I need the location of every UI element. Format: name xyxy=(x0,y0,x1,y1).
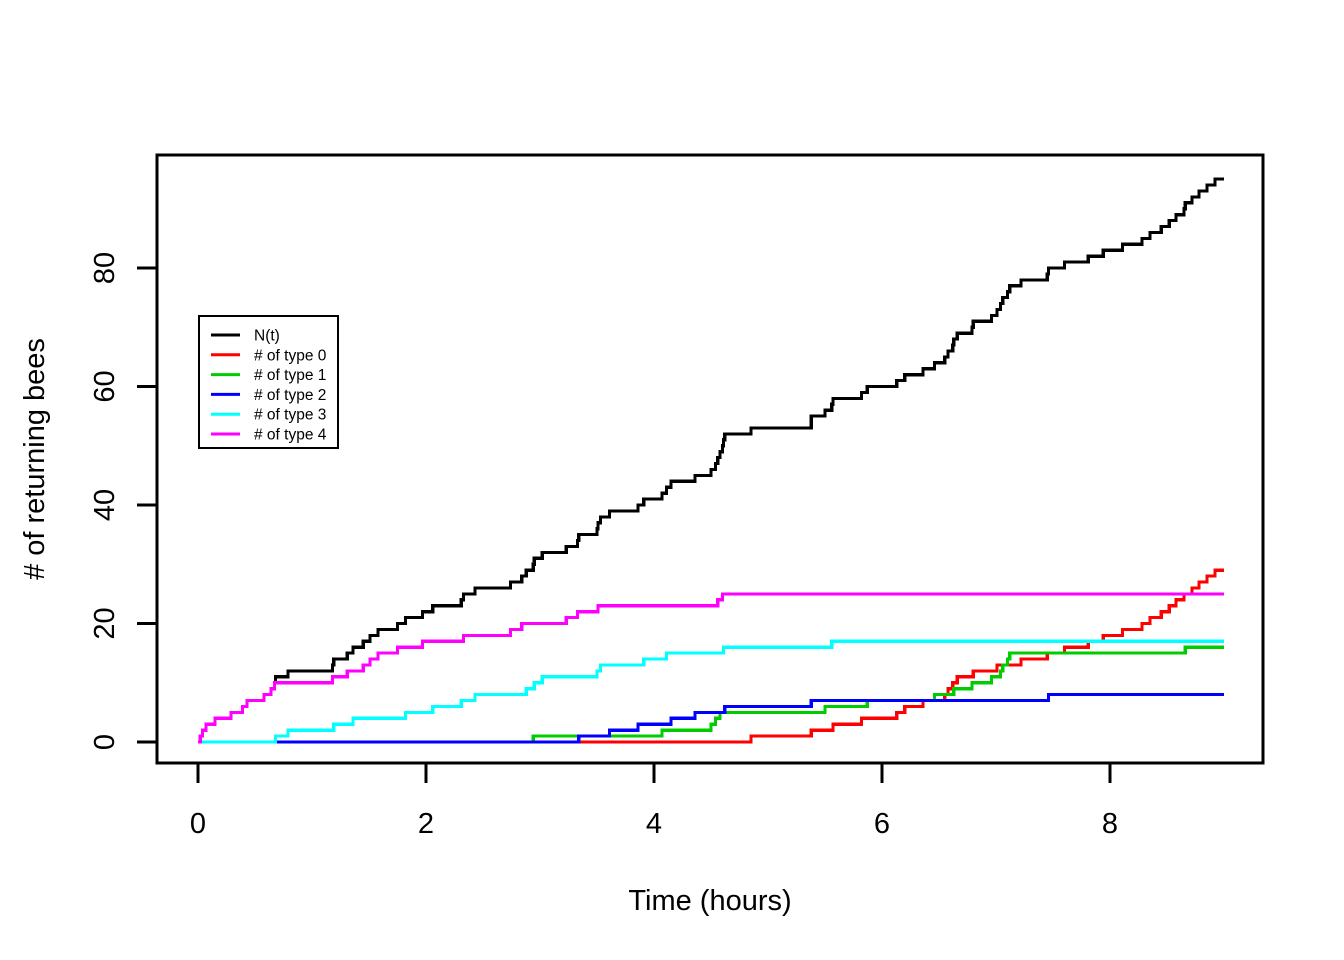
y-axis-title: # of returning bees xyxy=(19,338,51,580)
series-line-4--of-type-3 xyxy=(198,639,1224,744)
x-tick-label: 6 xyxy=(874,808,890,840)
legend-label-0: N(t) xyxy=(254,328,280,345)
x-tick-label: 8 xyxy=(1102,808,1118,840)
y-tick-label: 40 xyxy=(89,489,121,521)
series-line-3--of-type-2 xyxy=(198,693,1224,744)
legend-label-1: # of type 0 xyxy=(254,347,327,364)
y-tick-label: 20 xyxy=(89,607,121,639)
series-line-5--of-type-4 xyxy=(198,592,1224,744)
x-axis-title: Time (hours) xyxy=(628,885,791,917)
series-line-1--of-type-0 xyxy=(198,568,1224,744)
x-axis: 0 2 4 6 8 xyxy=(190,763,1118,840)
x-tick-label: 4 xyxy=(646,808,662,840)
legend-label-2: # of type 1 xyxy=(254,367,326,384)
series-line-0-n-t- xyxy=(198,177,1224,744)
legend-label-3: # of type 2 xyxy=(254,387,326,404)
y-tick-label: 60 xyxy=(89,370,121,402)
plot-box xyxy=(155,153,1265,765)
series-lines xyxy=(198,177,1224,744)
y-tick-label: 0 xyxy=(89,734,121,750)
y-tick-label: 80 xyxy=(89,252,121,284)
legend-label-5: # of type 4 xyxy=(254,427,327,444)
legend-box xyxy=(198,315,339,449)
x-tick-label: 0 xyxy=(190,808,206,840)
series-line-2--of-type-1 xyxy=(198,645,1224,744)
y-axis: 0 20 40 60 80 xyxy=(89,252,157,750)
x-tick-label: 2 xyxy=(418,808,434,840)
legend-label-4: # of type 3 xyxy=(254,407,326,424)
legend: N(t) # of type 0 # of type 1 # of type 2 # o… xyxy=(198,315,339,449)
